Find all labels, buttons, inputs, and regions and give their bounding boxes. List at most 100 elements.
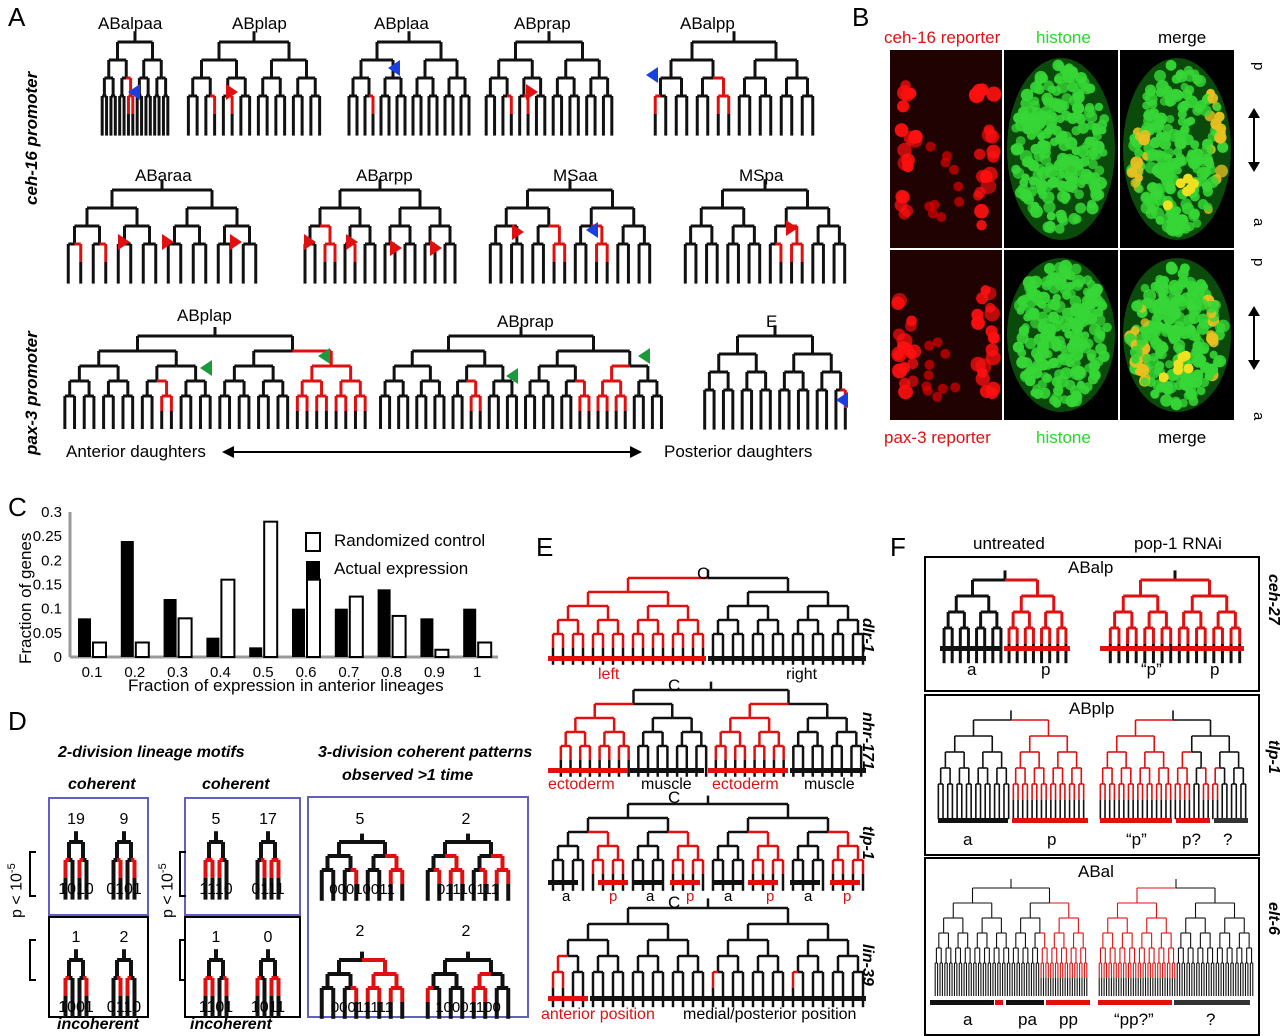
e-label-ectoderm-2: ectoderm [712,776,779,793]
f-b2-pquery: p? [1182,830,1201,849]
e-label-p-2: p [686,888,695,905]
f-box-ceh27 [924,556,1260,692]
e-root-4: C [668,893,681,912]
micrograph-merge [1120,250,1234,420]
d-incoherent-2: incoherent [190,1016,272,1033]
expression-arrow [226,84,238,100]
f-bar [930,1000,994,1005]
posterior-daughters-label: Posterior daughters [664,442,813,461]
e-label-medial-position: medial/posterior position [683,1006,857,1023]
e-label-anterior-position: anterior position [541,1006,655,1023]
d-incoherent-1: incoherent [57,1016,139,1033]
panel-letter-f: F [890,532,906,562]
expression-arrow [162,234,174,250]
motif3-tree [425,951,511,1019]
f-bar [1214,818,1248,823]
e-bar-tlp1-6 [790,880,820,885]
c-xtick: 0.9 [424,664,445,681]
ap-arrow-bottom [1248,306,1260,370]
motif-code: 0101 [106,881,142,898]
f-bar [995,1000,1003,1005]
motif-code: 0111 [251,881,284,898]
motif-code: 1011 [251,999,286,1016]
motif-tree [203,949,229,1018]
motif-count: 17 [259,811,277,828]
tree-label-abalpaa: ABalpaa [98,14,163,33]
c-ytick: 0.2 [41,552,62,569]
motif-count: 2 [120,929,129,946]
expression-arrow [836,392,848,408]
f-bar [1098,1000,1172,1005]
axis-a-top: a [1250,218,1267,227]
bar-control [477,641,493,658]
ap-arrow-top [1248,108,1260,172]
d-coherent-1: coherent [68,776,136,793]
c-xtick: 0.2 [124,664,145,681]
bar-actual [206,637,220,657]
f-bar [1100,818,1172,823]
tree-label-abalpp: ABalpp [680,14,735,33]
tree-label-abaraa: ABaraa [135,166,192,185]
bar-control [391,614,407,659]
f-b1-p2: p [1210,660,1220,679]
c-xtick: 0.5 [253,664,274,681]
f-lineage-abal: ABal [1078,862,1114,881]
bar-actual [163,599,177,657]
f-b2-query: ? [1223,830,1233,849]
expression-arrow [304,234,316,250]
bar-control [348,595,364,658]
anterior-daughters-label: Anterior daughters [66,442,206,461]
expression-arrow [646,67,658,83]
f-bar [1100,646,1170,651]
f-b1-pq: “p” [1141,660,1162,679]
pvalue-bracket-1 [29,851,36,981]
d-box-incoherent-2div-b [184,916,301,1018]
motif-tree [111,949,137,1018]
motif3-code: 10001100 [435,999,501,1016]
e-bar-tlp1-0 [548,880,578,885]
c-ytick: 0.25 [33,528,62,545]
f-b3-pa: pa [1018,1010,1037,1029]
f-bar [940,646,1002,651]
a-tree-row2-1 [303,179,457,284]
f-b2-a: a [963,830,973,849]
expression-arrow [786,220,798,236]
c-legend-control: Randomized control [334,531,486,550]
bar-control [134,641,150,658]
bar-actual [78,618,91,657]
lineage-trees-a [63,31,848,430]
c-legend-actual: Actual expression [334,559,469,578]
f-bar [1012,818,1088,823]
c-xtick: 1 [473,664,481,681]
bar-actual [249,647,263,657]
e-bar-anterior [548,996,588,1001]
e-root-3: C [668,788,681,807]
e-bar-ecto1 [548,768,628,773]
f-lineage-abalp: ABalp [1068,558,1114,577]
tree-label-msaa: MSaa [553,166,598,185]
motif-count: 1 [212,929,221,946]
d-box-3div [307,796,529,1018]
motif-code: 0110 [107,999,142,1016]
motif-tree [203,831,229,900]
bar-actual [120,541,134,657]
f-bar [938,818,1008,823]
a-tree-row1-4 [653,31,815,136]
panel-letter-a: A [8,2,26,32]
e-bar-medial [590,996,866,1001]
histone-label-bottom: histone [1036,428,1091,447]
f-bar [1046,1000,1090,1005]
e-bar-muscle1 [630,768,704,773]
pax3-reporter-label: pax-3 reporter [884,428,991,447]
motif-count: 5 [212,811,221,828]
e-bar-ecto2 [708,768,788,773]
expression-arrow [638,348,650,364]
e-bar-left [548,656,706,661]
expression-arrow [586,222,598,238]
c-xtick: 0.3 [167,664,188,681]
a-tree-row1-3 [484,31,614,136]
d-title-right-2: observed >1 time [342,767,474,784]
